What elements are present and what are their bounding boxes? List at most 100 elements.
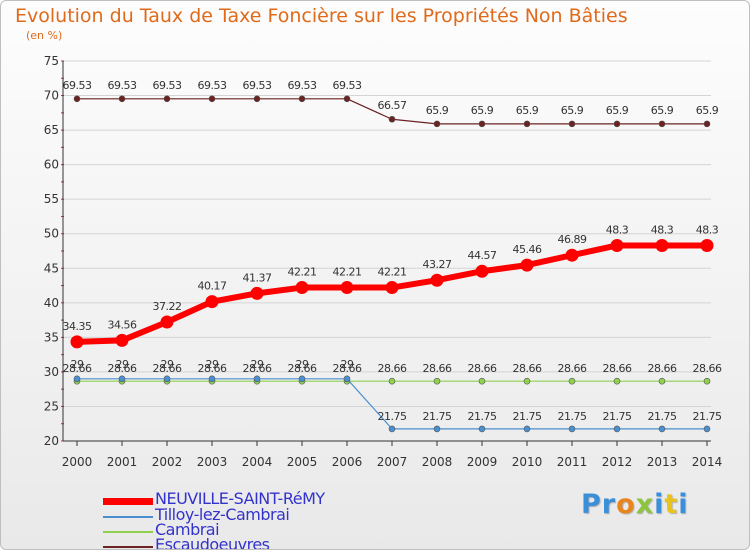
data-label: 65.9 (606, 104, 629, 117)
chart-subtitle: (en %) (26, 29, 63, 42)
data-point (568, 425, 576, 433)
series-lines (70, 95, 714, 433)
grid (63, 60, 711, 442)
data-point (658, 425, 666, 433)
data-point (703, 120, 711, 128)
data-point (343, 375, 351, 383)
data-label: 65.9 (651, 104, 674, 117)
x-tick-label: 2014 (692, 455, 723, 469)
data-label: 29 (116, 358, 129, 371)
data-label: 28.66 (378, 362, 407, 375)
data-point (478, 377, 486, 385)
data-point (385, 281, 399, 295)
logo-letter: i (654, 489, 665, 520)
x-tick-label: 2013 (647, 455, 678, 469)
y-tick-label: 30 (44, 365, 59, 379)
y-tick-label: 70 (44, 89, 59, 103)
data-label: 69.53 (243, 79, 272, 92)
data-label: 65.9 (516, 104, 539, 117)
data-point (565, 248, 579, 262)
x-tick-label: 2006 (332, 455, 363, 469)
x-tick-label: 2012 (602, 455, 633, 469)
data-point (613, 425, 621, 433)
data-label: 28.66 (63, 362, 92, 375)
data-point (610, 238, 624, 252)
legend-swatch (103, 546, 153, 548)
logo-letter: P (581, 489, 602, 520)
data-point (523, 425, 531, 433)
data-label: 28.66 (333, 362, 362, 375)
x-tick-label: 2005 (287, 455, 318, 469)
data-point (433, 377, 441, 385)
data-point (73, 375, 81, 383)
data-point (613, 377, 621, 385)
data-label: 43.27 (423, 258, 452, 271)
data-label: 69.53 (108, 79, 137, 92)
data-point (295, 281, 309, 295)
data-label: 29 (206, 358, 219, 371)
data-label: 21.75 (603, 410, 632, 423)
data-point (163, 95, 171, 103)
data-label: 28.66 (648, 362, 677, 375)
y-tick-label: 55 (44, 192, 59, 206)
data-point (160, 315, 174, 329)
data-label: 41.37 (243, 271, 272, 284)
data-label: 29 (296, 358, 309, 371)
data-point (343, 95, 351, 103)
data-point (523, 120, 531, 128)
data-label: 28.66 (108, 362, 137, 375)
data-label: 29 (341, 358, 354, 371)
y-tick-label: 40 (44, 296, 59, 310)
data-label: 42.21 (333, 266, 362, 279)
legend-label: Escaudoeuvres (155, 535, 270, 550)
data-label: 69.53 (198, 79, 227, 92)
data-point (658, 120, 666, 128)
data-label: 48.3 (606, 223, 629, 236)
data-point (253, 95, 261, 103)
data-point (433, 120, 441, 128)
data-point (520, 258, 534, 272)
data-label: 28.66 (693, 362, 722, 375)
y-tick-label: 25 (44, 399, 59, 413)
data-point (163, 375, 171, 383)
data-label: 29 (251, 358, 264, 371)
data-label: 28.66 (468, 362, 497, 375)
y-tick-label: 35 (44, 330, 59, 344)
data-label: 44.57 (468, 249, 497, 262)
data-label: 46.89 (558, 233, 587, 246)
x-tick-label: 2008 (422, 455, 453, 469)
data-label: 21.75 (513, 410, 542, 423)
x-tick-label: 2003 (197, 455, 228, 469)
data-label: 65.9 (426, 104, 449, 117)
data-label: 21.75 (423, 410, 452, 423)
legend-label: Tilloy-lez-Cambrai (155, 505, 290, 524)
data-point (388, 377, 396, 385)
legend-swatch (103, 497, 153, 505)
y-tick-label: 20 (44, 434, 59, 448)
data-point (388, 115, 396, 123)
data-point (73, 95, 81, 103)
data-point (253, 375, 261, 383)
proxiti-logo: Proxiti (581, 489, 689, 520)
data-label: 65.9 (561, 104, 584, 117)
y-tick-label: 65 (44, 123, 59, 137)
data-label: 45.46 (513, 243, 542, 256)
data-point (340, 281, 354, 295)
data-point (613, 120, 621, 128)
data-label: 28.66 (243, 362, 272, 375)
data-label: 28.66 (198, 362, 227, 375)
data-point (298, 375, 306, 383)
logo-letter: i (678, 489, 689, 520)
data-label: 28.66 (153, 362, 182, 375)
x-tick-label: 2007 (377, 455, 408, 469)
data-point (658, 377, 666, 385)
logo-letter: x (635, 489, 655, 520)
data-label: 28.66 (288, 362, 317, 375)
logo-letter: o (616, 489, 636, 520)
data-point (478, 120, 486, 128)
x-tick-label: 2000 (62, 455, 93, 469)
data-point (118, 95, 126, 103)
data-point (430, 273, 444, 287)
data-point (568, 377, 576, 385)
